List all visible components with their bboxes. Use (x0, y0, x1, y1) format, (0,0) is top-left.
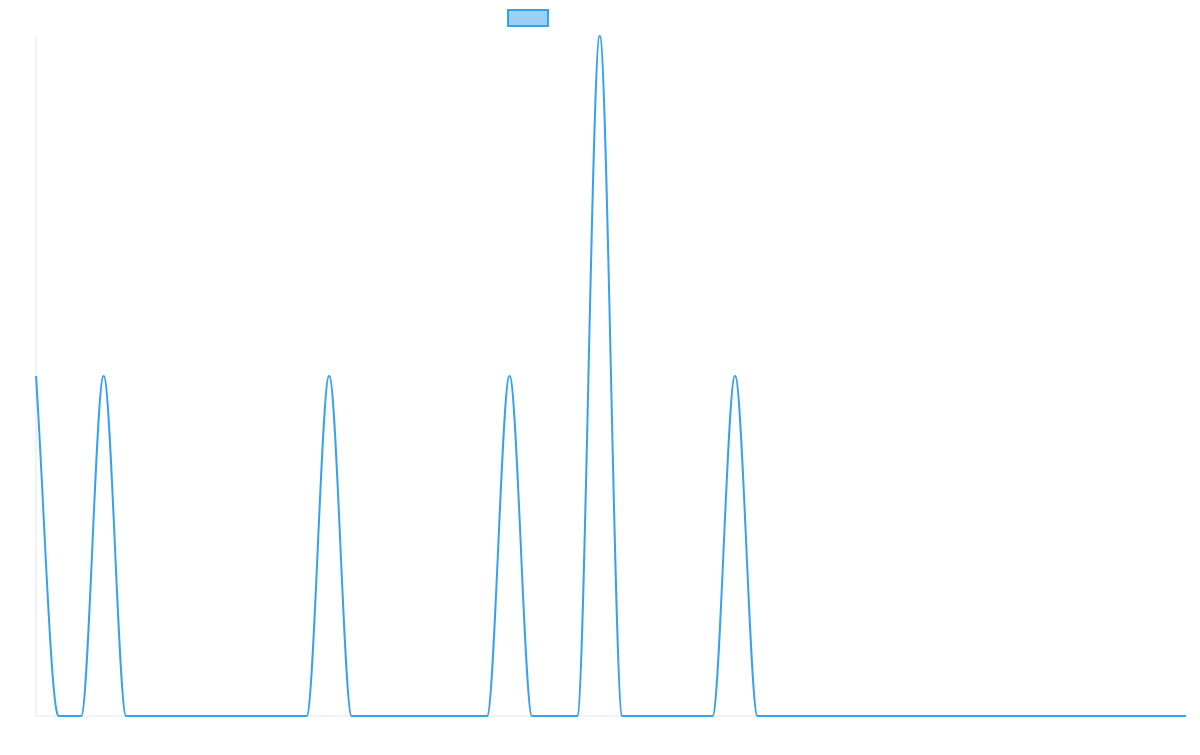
series-group (35, 35, 1186, 717)
legend-swatch[interactable] (507, 9, 549, 27)
legend[interactable] (507, 9, 549, 27)
series-line-0 (35, 35, 1186, 717)
